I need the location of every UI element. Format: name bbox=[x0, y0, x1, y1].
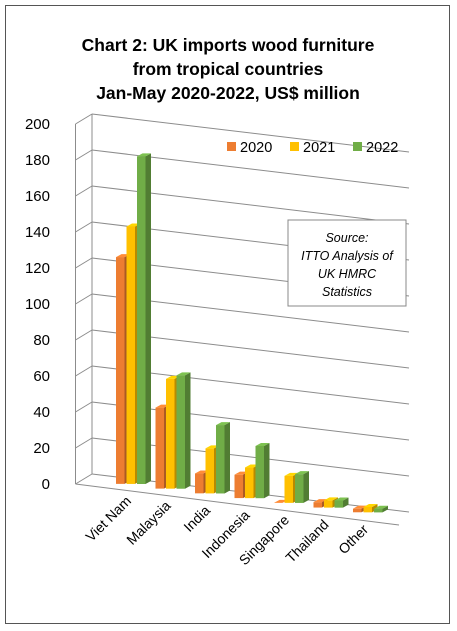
bar-front bbox=[205, 448, 214, 494]
bar-side bbox=[343, 497, 349, 508]
source-note-line-1: Source: bbox=[325, 231, 368, 245]
bar-front bbox=[195, 473, 204, 494]
bar-side bbox=[372, 503, 378, 513]
source-note-line-3: UK HMRC bbox=[318, 267, 377, 281]
bar-top bbox=[324, 497, 338, 501]
legend-item: 2020 bbox=[227, 140, 272, 156]
gridline-side bbox=[75, 401, 93, 413]
bar-2022 bbox=[334, 497, 349, 508]
bar-2022 bbox=[374, 505, 388, 513]
source-note-line-4: Statistics bbox=[322, 285, 372, 299]
bar-front bbox=[137, 156, 146, 484]
gridline-side bbox=[75, 437, 93, 449]
bar-2022 bbox=[255, 442, 270, 499]
bar-front bbox=[234, 474, 243, 499]
y-tick-label: 80 bbox=[33, 332, 50, 349]
y-tick-label: 40 bbox=[33, 404, 50, 421]
bar-front bbox=[334, 500, 343, 508]
chart-title-line-2: from tropical countries bbox=[133, 59, 324, 79]
bar-front bbox=[324, 500, 333, 508]
gridline-side bbox=[75, 221, 93, 233]
y-tick-label: 100 bbox=[25, 296, 50, 313]
bar-top bbox=[137, 153, 151, 157]
y-tick-label: 60 bbox=[33, 368, 50, 385]
gridline-side bbox=[75, 329, 93, 341]
bar-front bbox=[216, 425, 225, 494]
bar-front bbox=[363, 506, 372, 513]
bar-top bbox=[216, 422, 230, 426]
bar-2021 bbox=[363, 503, 378, 513]
gridline-side bbox=[75, 149, 93, 161]
y-tick-label: 180 bbox=[25, 152, 50, 169]
bar-2022 bbox=[176, 372, 191, 489]
bar-front bbox=[313, 502, 322, 508]
bar-front bbox=[166, 378, 175, 489]
bar-front bbox=[374, 508, 383, 513]
bar-front bbox=[126, 226, 135, 484]
chart-title: Chart 2: UK imports wood furniture from … bbox=[82, 35, 375, 103]
bar-side bbox=[264, 442, 270, 499]
bar-front bbox=[284, 475, 293, 503]
floor-edge bbox=[75, 483, 400, 526]
bar-front bbox=[353, 508, 362, 513]
bar-top bbox=[374, 505, 388, 509]
legend-item: 2022 bbox=[353, 140, 398, 156]
gridline-side bbox=[75, 185, 93, 197]
category-label: Other bbox=[335, 521, 371, 557]
bar-top bbox=[176, 372, 191, 376]
y-axis-ticks: 0 20 40 60 80 100 120 140 160 180 200 bbox=[25, 116, 50, 493]
source-note-line-2: ITTO Analysis of bbox=[301, 249, 394, 263]
bar-top bbox=[334, 497, 349, 501]
bar-front bbox=[255, 445, 264, 499]
bar-2022 bbox=[137, 153, 151, 484]
gridline-side bbox=[75, 113, 93, 125]
chart-title-line-1: Chart 2: UK imports wood furniture bbox=[82, 35, 375, 55]
legend-swatch bbox=[227, 142, 236, 151]
bar-front bbox=[176, 375, 185, 489]
chart-frame: Chart 2: UK imports wood furniture from … bbox=[5, 5, 450, 624]
legend-label: 2022 bbox=[366, 140, 398, 156]
bar-top bbox=[363, 503, 378, 507]
bar-side bbox=[303, 471, 309, 503]
bar-side bbox=[224, 422, 230, 494]
bar-front bbox=[295, 474, 304, 503]
bar-2022 bbox=[216, 422, 230, 494]
gridline-side bbox=[75, 473, 93, 485]
legend-swatch bbox=[353, 142, 362, 151]
bars bbox=[116, 153, 388, 513]
legend-swatch bbox=[290, 142, 299, 151]
bar-chart: Chart 2: UK imports wood furniture from … bbox=[25, 35, 410, 568]
bar-top bbox=[295, 471, 309, 475]
legend: 2020 2021 2022 bbox=[227, 140, 398, 156]
gridline-side bbox=[75, 293, 93, 305]
legend-label: 2020 bbox=[240, 140, 272, 156]
source-note: Source: ITTO Analysis of UK HMRC Statist… bbox=[287, 219, 407, 307]
y-tick-label: 20 bbox=[33, 440, 50, 457]
y-tick-label: 0 bbox=[42, 476, 50, 493]
y-tick-label: 160 bbox=[25, 188, 50, 205]
bar-top bbox=[284, 472, 299, 476]
gridline-side bbox=[75, 257, 93, 269]
category-label: India bbox=[180, 502, 213, 535]
bar-side bbox=[185, 372, 191, 489]
bar-2022 bbox=[295, 471, 309, 503]
bar-front bbox=[116, 257, 125, 484]
bar-front bbox=[245, 467, 254, 499]
bar-top bbox=[255, 442, 270, 446]
y-tick-label: 140 bbox=[25, 224, 50, 241]
legend-item: 2021 bbox=[290, 140, 335, 156]
gridline-side bbox=[75, 365, 93, 377]
bar-top bbox=[353, 505, 367, 509]
chart-title-line-3: Jan-May 2020-2022, US$ million bbox=[96, 83, 360, 103]
bar-top bbox=[313, 499, 328, 503]
y-tick-label: 200 bbox=[25, 116, 50, 133]
bar-side bbox=[382, 505, 388, 513]
bar-front bbox=[155, 407, 164, 489]
y-tick-label: 120 bbox=[25, 260, 50, 277]
legend-label: 2021 bbox=[303, 140, 335, 156]
bar-side bbox=[145, 153, 151, 484]
